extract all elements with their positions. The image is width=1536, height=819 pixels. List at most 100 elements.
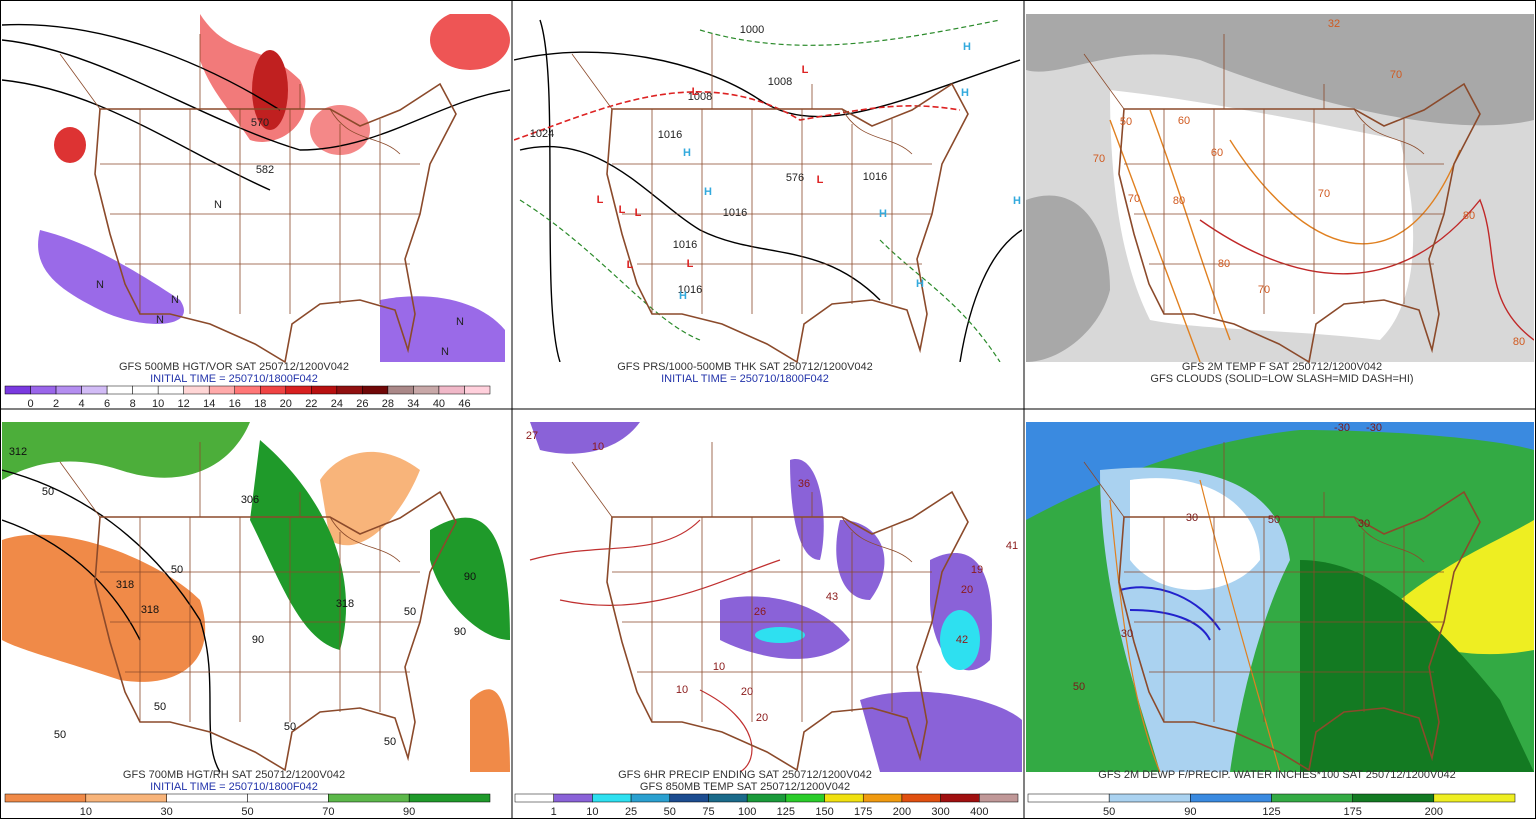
colorbar-swatch: [328, 793, 410, 803]
map-label: 20: [741, 686, 753, 698]
map-label: 80: [1173, 195, 1185, 207]
map-label: 30: [1121, 628, 1133, 640]
colorbar-swatch: [785, 793, 825, 803]
map-label: 43: [826, 591, 838, 603]
colorbar-swatch: [1190, 793, 1272, 803]
colorbar-label: 400: [970, 806, 988, 818]
map-label: 60: [1178, 115, 1190, 127]
map-precip: [529, 422, 1022, 772]
map-label: 582: [256, 164, 274, 176]
colorbar-label: 25: [625, 806, 637, 818]
caption: GFS CLOUDS (SOLID=LOW SLASH=MID DASH=HI): [1150, 373, 1413, 385]
map-label: 70: [1258, 284, 1270, 296]
map-label: -30: [1334, 422, 1350, 434]
map-label: 50: [404, 606, 416, 618]
colorbar-label: 16: [229, 398, 241, 410]
colorbar-label: 70: [322, 806, 334, 818]
caption: GFS 2M TEMP F SAT 250712/1200V042: [1182, 361, 1382, 373]
colorbar-swatch: [1108, 793, 1191, 803]
caption: INITIAL TIME = 250710/1800F042: [150, 781, 318, 793]
map-label: 318: [336, 598, 354, 610]
colorbar-label: 90: [403, 806, 415, 818]
colorbar-swatch: [1433, 793, 1516, 803]
map-label: 50: [42, 486, 54, 498]
colorbar-swatch: [285, 385, 312, 395]
map-label: 1016: [723, 207, 747, 219]
colorbar-label: 75: [702, 806, 714, 818]
map-label: 30: [1358, 518, 1370, 530]
colorbar-label: 18: [254, 398, 266, 410]
colorbar-swatch: [166, 793, 248, 803]
map-label: 90: [464, 571, 476, 583]
colorbar-label: 150: [815, 806, 833, 818]
colorbar-swatch: [630, 793, 671, 803]
map-label: 10: [592, 441, 604, 453]
colorbar-label: 50: [1103, 806, 1115, 818]
map-label: N: [441, 346, 449, 358]
map-label: 80: [1218, 258, 1230, 270]
map-label: L: [687, 258, 694, 270]
map-label: 1000: [740, 24, 764, 36]
map-label: H: [683, 147, 691, 159]
colorbar-swatch: [4, 385, 31, 395]
colorbar-swatch: [438, 385, 465, 395]
map-label: 10: [713, 661, 725, 673]
colorbar-swatch: [592, 793, 632, 803]
map-label: 80: [1513, 336, 1525, 348]
map-label: L: [597, 194, 604, 206]
colorbar-label: 175: [854, 806, 872, 818]
map-label: H: [879, 208, 887, 220]
colorbar-swatch: [4, 793, 87, 803]
colorbar-swatch: [132, 385, 159, 395]
colorbar-label: 46: [458, 398, 470, 410]
map-label: 318: [116, 579, 134, 591]
map-label: 70: [1093, 153, 1105, 165]
colorbar-swatch: [708, 793, 748, 803]
colorbar-label: 200: [1425, 806, 1443, 818]
colorbar-label: 26: [356, 398, 368, 410]
map-label: -30: [1366, 422, 1382, 434]
map-label: L: [692, 86, 699, 98]
colorbar-swatch: [183, 385, 210, 395]
colorbar-label: 90: [1184, 806, 1196, 818]
colorbar-label: 28: [382, 398, 394, 410]
map-pressure: [514, 19, 1022, 362]
map-label: 70: [1318, 188, 1330, 200]
colorbar-label: 10: [152, 398, 164, 410]
map-label: 50: [171, 564, 183, 576]
colorbar-label: 50: [241, 806, 253, 818]
colorbar-swatch: [862, 793, 903, 803]
map-label: 70: [1390, 69, 1402, 81]
caption: GFS 700MB HGT/RH SAT 250712/1200V042: [123, 769, 345, 781]
map-label: 50: [1120, 116, 1132, 128]
colorbar-swatch: [1027, 793, 1110, 803]
colorbar-swatch: [1271, 793, 1353, 803]
map-label: 50: [1268, 514, 1280, 526]
map-dewpoint: [1026, 422, 1534, 772]
map-label: 50: [1073, 681, 1085, 693]
map-label: 41: [1006, 540, 1018, 552]
map-label: 60: [1211, 147, 1223, 159]
map-label: 10: [676, 684, 688, 696]
colorbar-swatch: [247, 793, 329, 803]
map-label: 50: [54, 729, 66, 741]
map-label: H: [1013, 195, 1021, 207]
map-label: N: [156, 314, 164, 326]
colorbar-swatch: [408, 793, 491, 803]
colorbar-label: 2: [53, 398, 59, 410]
colorbar-label: 4: [79, 398, 85, 410]
map-humidity: [2, 422, 510, 772]
map-label: N: [214, 199, 222, 211]
colorbar-swatch: [514, 793, 554, 803]
map-label: 20: [961, 584, 973, 596]
map-label: 27: [526, 430, 538, 442]
map-label: 50: [284, 721, 296, 733]
colorbar-label: 30: [161, 806, 173, 818]
map-label: 80: [1463, 210, 1475, 222]
colorbar-swatch: [362, 385, 389, 395]
colorbar-swatch: [311, 385, 338, 395]
colorbar-swatch: [387, 385, 414, 395]
colorbar-label: 14: [203, 398, 215, 410]
